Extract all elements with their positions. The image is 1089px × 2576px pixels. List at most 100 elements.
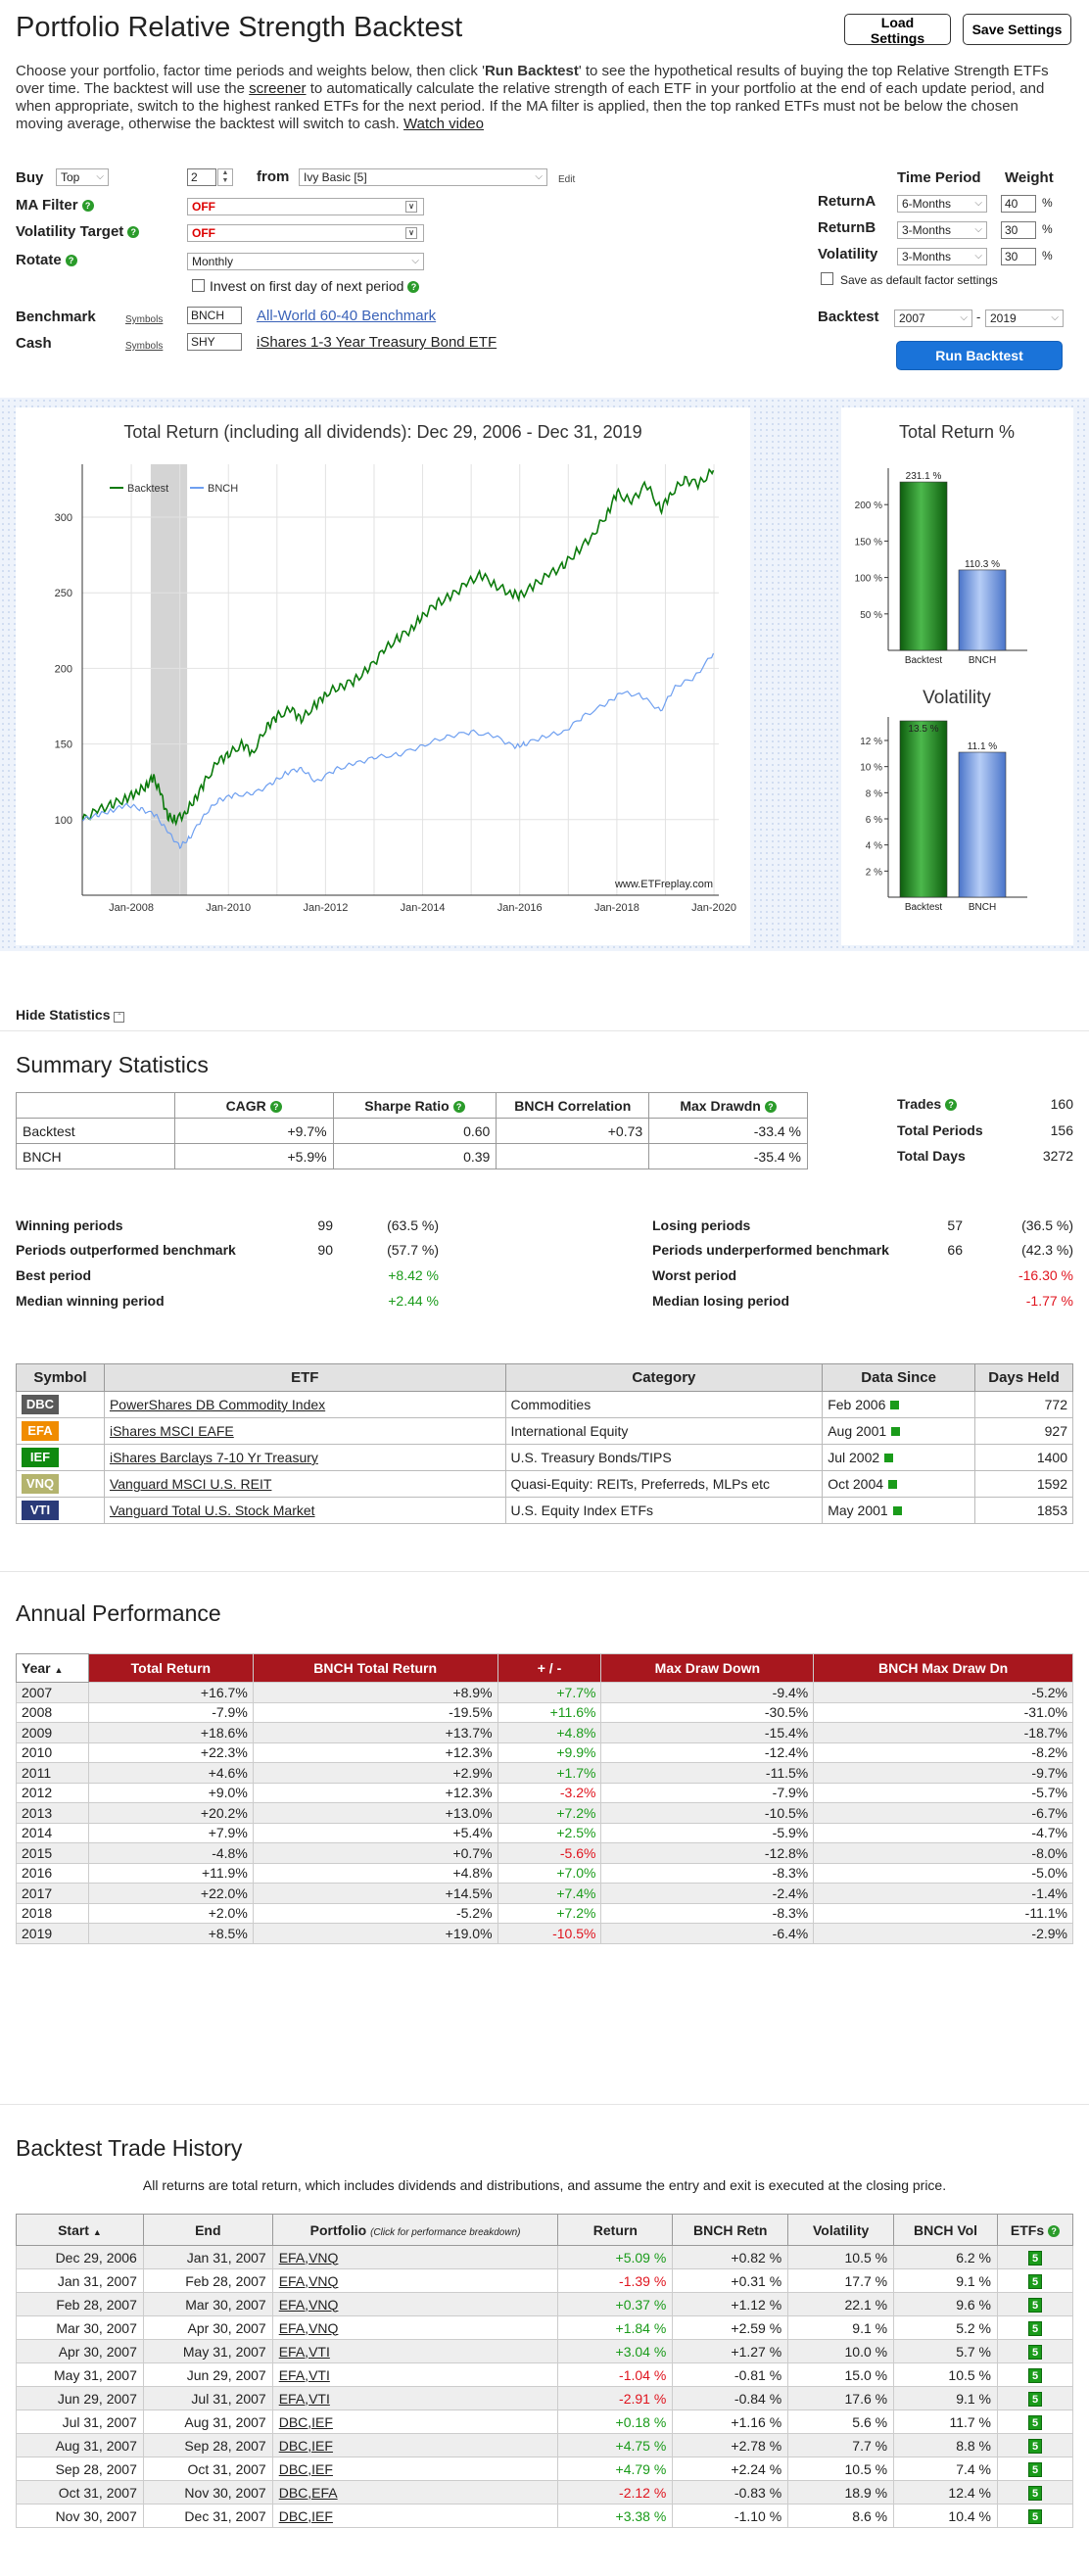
cash-name-link[interactable]: iShares 1-3 Year Treasury Bond ETF	[257, 334, 497, 351]
etf-count-badge[interactable]: 5	[1028, 2462, 1042, 2477]
save-default-checkbox[interactable]	[821, 272, 833, 285]
legend-label: BNCH	[208, 483, 238, 495]
annual-header-row: Year ▲ Total Return BNCH Total Return + …	[16, 1653, 1073, 1683]
symbol-badge[interactable]: VNQ	[22, 1474, 59, 1494]
hide-statistics-toggle[interactable]: Hide Statistics ˆ	[16, 1007, 125, 1023]
from-label: from	[257, 168, 290, 185]
watermark: www.ETFreplay.com	[614, 879, 713, 890]
invest-first-day-checkbox[interactable]	[192, 279, 205, 292]
etf-name-link[interactable]: Vanguard Total U.S. Stock Market	[109, 1503, 315, 1518]
annual-row: 2014 +7.9% +5.4% +2.5% -5.9% -4.7%	[16, 1822, 1073, 1843]
buy-count-input[interactable]: 2	[187, 168, 216, 186]
rotate-select[interactable]: Monthly ⌵	[187, 253, 424, 270]
portfolio-link[interactable]: DBC,EFA	[278, 2484, 338, 2501]
y-tick-label: 4 %	[866, 841, 882, 852]
symbol-badge[interactable]: VTI	[22, 1501, 59, 1520]
portfolio-link[interactable]: DBC,IEF	[278, 2507, 333, 2524]
portfolio-link[interactable]: DBC,IEF	[278, 2437, 333, 2454]
benchmark-symbol-input[interactable]: BNCH	[187, 307, 242, 324]
benchmark-symbols-link[interactable]: Symbols	[125, 314, 164, 325]
portfolio-link[interactable]: EFA,VTI	[278, 2390, 330, 2407]
returna-period-select[interactable]: 6-Months ⌵	[897, 195, 987, 213]
buy-mode-select[interactable]: Top ⌵	[56, 168, 109, 186]
trade-history-note: All returns are total return, which incl…	[142, 2177, 947, 2193]
etf-table: Symbol ETF Category Data Since Days Held…	[16, 1363, 1073, 1524]
cash-symbols-link[interactable]: Symbols	[125, 341, 164, 352]
etf-name-link[interactable]: iShares MSCI EAFE	[109, 1423, 234, 1439]
screener-link[interactable]: screener	[249, 80, 307, 97]
returna-weight-input[interactable]: 40	[1001, 195, 1036, 213]
volatility-period-select[interactable]: 3-Months ⌵	[897, 248, 987, 265]
help-icon[interactable]: ?	[127, 226, 140, 238]
help-icon[interactable]: ?	[269, 1100, 282, 1113]
symbol-badge[interactable]: EFA	[22, 1421, 59, 1441]
etf-name-link[interactable]: Vanguard MSCI U.S. REIT	[109, 1476, 272, 1492]
save-settings-button[interactable]: Save Settings	[963, 14, 1071, 45]
help-icon[interactable]: ?	[945, 1099, 958, 1111]
benchmark-name-link[interactable]: All-World 60-40 Benchmark	[257, 308, 437, 324]
help-icon[interactable]: ?	[407, 281, 420, 293]
returnb-weight-input[interactable]: 30	[1001, 221, 1036, 239]
help-icon[interactable]: ?	[452, 1100, 465, 1113]
y-tick-label: 100	[55, 815, 72, 827]
double-chevron-icon: ∨	[405, 227, 417, 239]
etf-count-badge[interactable]: 5	[1028, 2274, 1042, 2289]
portfolio-link[interactable]: EFA,VNQ	[278, 2272, 339, 2289]
series-line-bnch	[82, 652, 715, 849]
portfolio-link[interactable]: EFA,VNQ	[278, 2249, 339, 2266]
portfolio-link[interactable]: EFA,VNQ	[278, 2296, 339, 2313]
portfolio-link[interactable]: EFA,VTI	[278, 2366, 330, 2383]
start-sort-header[interactable]: Start ▲	[16, 2214, 144, 2246]
portfolio-link[interactable]: DBC,IEF	[278, 2460, 333, 2477]
portfolio-link[interactable]: DBC,IEF	[278, 2413, 333, 2430]
portfolio-select[interactable]: Ivy Basic [5] ⌵	[299, 168, 547, 186]
portfolio-link[interactable]: EFA,VTI	[278, 2343, 330, 2360]
etf-count-badge[interactable]: 5	[1028, 2509, 1042, 2524]
percent-sign: %	[1042, 196, 1053, 210]
collapse-icon[interactable]: ˆ	[114, 1012, 125, 1023]
returnb-period-select[interactable]: 3-Months ⌵	[897, 221, 987, 239]
ma-filter-select[interactable]: OFF ∨	[187, 198, 424, 215]
buy-count-stepper[interactable]: ▲ ▼	[217, 168, 233, 186]
cash-symbol-input[interactable]: SHY	[187, 333, 242, 351]
symbol-badge[interactable]: IEF	[22, 1448, 59, 1467]
bar-charts-panel: Total Return % 50 % 100 % 150 % 200 % 231.1 %…	[841, 407, 1073, 945]
etf-name-link[interactable]: PowerShares DB Commodity Index	[109, 1397, 326, 1412]
annual-row: 2011 +4.6% +2.9% +1.7% -11.5% -9.7%	[16, 1762, 1073, 1784]
backtest-label: Backtest	[818, 309, 879, 325]
help-icon[interactable]: ?	[764, 1100, 777, 1113]
help-icon[interactable]: ?	[81, 200, 94, 212]
end-year-select[interactable]: 2019 ⌵	[985, 310, 1064, 327]
y-tick-label: 10 %	[860, 763, 882, 774]
etf-count-badge[interactable]: 5	[1028, 2368, 1042, 2383]
etf-row: VNQ Vanguard MSCI U.S. REIT Quasi-Equity: …	[16, 1470, 1073, 1498]
run-backtest-button[interactable]: Run Backtest	[896, 341, 1063, 370]
edit-portfolio-link[interactable]: Edit	[558, 174, 576, 185]
etf-count-badge[interactable]: 5	[1028, 2486, 1042, 2501]
watch-video-link[interactable]: Watch video	[403, 116, 484, 132]
volatility-weight-input[interactable]: 30	[1001, 248, 1036, 265]
status-square-icon	[890, 1401, 900, 1409]
etf-name-link[interactable]: iShares Barclays 7-10 Yr Treasury	[109, 1450, 318, 1465]
etf-count-badge[interactable]: 5	[1028, 2298, 1042, 2313]
help-icon[interactable]: ?	[65, 255, 77, 266]
etf-category: U.S. Equity Index ETFs	[504, 1497, 824, 1524]
help-icon[interactable]: ?	[1048, 2224, 1061, 2237]
start-year-select[interactable]: 2007 ⌵	[894, 310, 972, 327]
factor-returnb-label: ReturnB	[818, 219, 876, 236]
etf-count-badge[interactable]: 5	[1028, 2439, 1042, 2454]
load-settings-button[interactable]: Load Settings	[844, 14, 951, 46]
portfolio-link[interactable]: EFA,VNQ	[278, 2319, 339, 2336]
etf-count-badge[interactable]: 5	[1028, 2321, 1042, 2336]
etf-count-badge[interactable]: 5	[1028, 2345, 1042, 2360]
etf-count-badge[interactable]: 5	[1028, 2415, 1042, 2430]
median-losing-value: -1.77 %	[1025, 1293, 1073, 1309]
etf-count-badge[interactable]: 5	[1028, 2392, 1042, 2407]
bar-backtest	[899, 720, 948, 898]
year-sort-header[interactable]: Year ▲	[16, 1653, 89, 1683]
volatility-target-select[interactable]: OFF ∨	[187, 224, 424, 242]
total-return-panel: Total Return (including all dividends): …	[16, 407, 750, 945]
etf-count-badge[interactable]: 5	[1028, 2251, 1042, 2266]
annual-row: 2018 +2.0% -5.2% +7.2% -8.3% -11.1%	[16, 1902, 1073, 1924]
symbol-badge[interactable]: DBC	[22, 1395, 59, 1414]
